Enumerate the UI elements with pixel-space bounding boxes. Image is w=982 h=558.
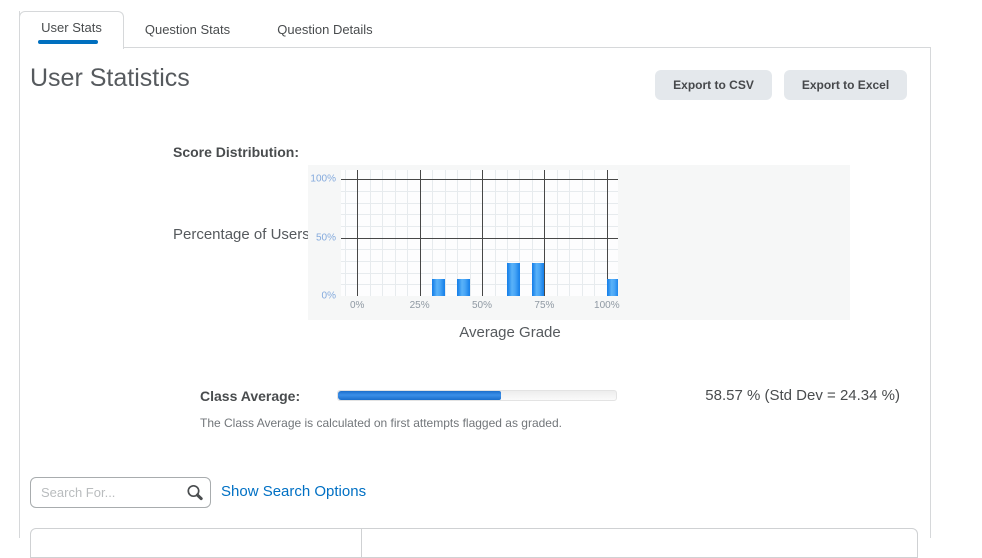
x-axis-tick-label: 50% bbox=[471, 300, 493, 311]
y-axis-tick-label: 100% bbox=[310, 173, 336, 185]
minor-gridline bbox=[569, 170, 571, 296]
export-csv-button[interactable]: Export to CSV bbox=[655, 70, 772, 100]
major-gridline bbox=[544, 170, 546, 296]
minor-gridline bbox=[341, 249, 618, 251]
panel-right-border bbox=[930, 47, 931, 538]
major-gridline bbox=[606, 170, 608, 296]
active-tab-underline bbox=[38, 40, 98, 44]
class-average-note: The Class Average is calculated on first… bbox=[200, 416, 562, 430]
minor-gridline bbox=[581, 170, 583, 296]
minor-gridline bbox=[344, 170, 346, 296]
page-title: User Statistics bbox=[30, 64, 190, 92]
chart-bar bbox=[432, 279, 445, 296]
y-axis-tick-label: 50% bbox=[315, 232, 336, 244]
major-gridline bbox=[341, 179, 618, 181]
chart-plot bbox=[341, 170, 618, 296]
search-input[interactable] bbox=[30, 477, 211, 508]
chart-y-axis-title: Percentage of Users bbox=[173, 226, 310, 243]
show-search-options-link[interactable]: Show Search Options bbox=[221, 483, 367, 500]
minor-gridline bbox=[341, 284, 618, 286]
minor-gridline bbox=[494, 170, 496, 296]
score-distribution-chart: 0% 50% 100% 0% 25% 50% 75% 100% bbox=[308, 165, 850, 320]
chart-bar bbox=[507, 262, 520, 296]
tab-user-stats-label: User Stats bbox=[41, 20, 102, 35]
tab-question-stats[interactable]: Question Stats bbox=[144, 22, 231, 37]
major-gridline bbox=[419, 170, 421, 296]
export-excel-button[interactable]: Export to Excel bbox=[784, 70, 907, 100]
minor-gridline bbox=[341, 202, 618, 204]
major-gridline bbox=[357, 170, 359, 296]
results-table-column-divider bbox=[361, 529, 362, 557]
x-axis-tick-label: 25% bbox=[409, 300, 430, 311]
minor-gridline bbox=[341, 214, 618, 216]
panel-left-border bbox=[19, 11, 20, 538]
minor-gridline bbox=[594, 170, 596, 296]
minor-gridline bbox=[341, 191, 618, 192]
minor-gridline bbox=[457, 170, 458, 296]
tab-strip-border bbox=[122, 47, 930, 48]
minor-gridline bbox=[531, 170, 533, 296]
chart-bar bbox=[457, 279, 470, 296]
minor-gridline bbox=[369, 170, 371, 296]
x-axis-tick-label: 75% bbox=[534, 300, 555, 311]
minor-gridline bbox=[382, 170, 384, 296]
minor-gridline bbox=[444, 170, 446, 296]
major-gridline bbox=[482, 170, 483, 296]
minor-gridline bbox=[432, 170, 434, 296]
minor-gridline bbox=[519, 170, 521, 296]
minor-gridline bbox=[394, 170, 396, 296]
major-gridline bbox=[341, 237, 618, 239]
minor-gridline bbox=[341, 272, 618, 274]
x-axis-tick-label: 0% bbox=[349, 300, 365, 311]
class-average-value: 58.57 % (Std Dev = 24.34 %) bbox=[705, 387, 900, 404]
minor-gridline bbox=[341, 261, 618, 262]
search-icon[interactable] bbox=[184, 482, 206, 504]
minor-gridline bbox=[341, 226, 618, 227]
class-average-progress-track bbox=[337, 390, 617, 401]
minor-gridline bbox=[407, 170, 409, 296]
chart-x-axis-title: Average Grade bbox=[459, 324, 561, 341]
x-axis-tick-label: 100% bbox=[594, 300, 620, 311]
chart-bar bbox=[606, 279, 618, 296]
class-average-label: Class Average: bbox=[200, 388, 301, 404]
chart-bar bbox=[531, 262, 545, 296]
minor-gridline bbox=[556, 170, 558, 296]
tab-user-stats[interactable]: User Stats bbox=[19, 11, 124, 49]
minor-gridline bbox=[507, 170, 508, 296]
minor-gridline bbox=[469, 170, 471, 296]
y-axis-tick-label: 0% bbox=[321, 290, 336, 302]
score-distribution-label: Score Distribution: bbox=[173, 144, 300, 160]
results-table bbox=[30, 528, 918, 558]
class-average-progress-fill bbox=[338, 391, 501, 400]
tab-question-details[interactable]: Question Details bbox=[277, 22, 373, 37]
